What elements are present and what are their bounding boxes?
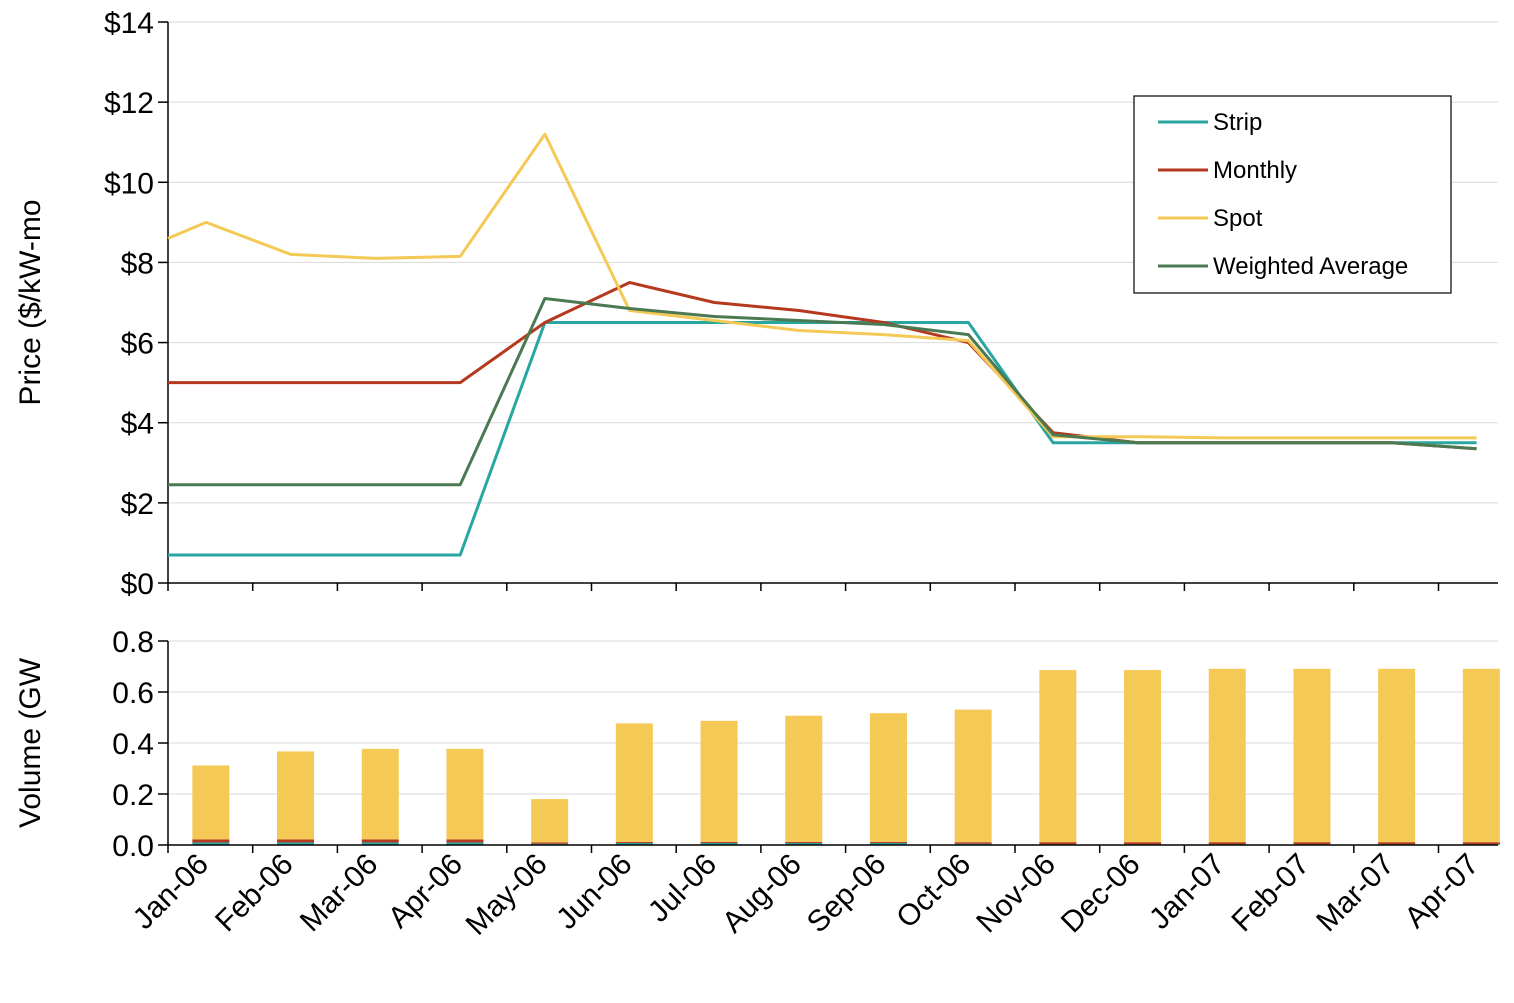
volume-bar-monthly — [1462, 842, 1500, 845]
legend-label: Monthly — [1213, 157, 1297, 184]
volume-bar-monthly — [1039, 842, 1077, 845]
volume-bar-strip — [869, 842, 907, 845]
series-line-weighted-average — [168, 297, 1477, 487]
volume-bar-monthly — [277, 839, 315, 843]
price-y-axis-title: Price ($/kW-mo — [14, 199, 47, 405]
volume-y-tick-label: 0.2 — [112, 779, 154, 812]
price-y-tick-label: $2 — [121, 488, 154, 521]
volume-bar-spot — [277, 751, 315, 840]
x-category-label: Dec-06 — [1055, 848, 1147, 940]
x-category-label: Feb-06 — [209, 848, 300, 939]
price-y-tick-label: $0 — [121, 568, 154, 601]
x-category-label: May-06 — [460, 848, 554, 942]
volume-bar-monthly — [192, 839, 230, 843]
legend-label: Strip — [1213, 109, 1262, 136]
volume-bar-monthly — [1124, 842, 1162, 845]
volume-bar-strip — [446, 842, 484, 845]
volume-bar-spot — [1293, 668, 1331, 843]
legend-label: Weighted Average — [1213, 253, 1408, 280]
volume-y-tick-label: 0.4 — [112, 728, 154, 761]
volume-y-tick-label: 0.8 — [112, 626, 154, 659]
x-category-label: Sep-06 — [801, 848, 893, 940]
volume-bar-monthly — [700, 841, 738, 843]
volume-bar-monthly — [1378, 842, 1416, 845]
volume-bar-spot — [785, 715, 823, 842]
series-line-spot — [167, 132, 1477, 440]
volume-y-axis-title: Volume (GW — [14, 657, 47, 828]
price-y-tick-label: $10 — [104, 167, 154, 200]
volume-bar-monthly — [361, 839, 399, 843]
price-y-tick-label: $12 — [104, 87, 154, 120]
legend-box — [1133, 95, 1452, 294]
x-category-label: Feb-07 — [1225, 848, 1316, 939]
volume-bar-spot — [1124, 670, 1162, 843]
volume-bar-monthly — [615, 841, 653, 843]
volume-bar-spot — [700, 720, 738, 842]
x-category-label: Mar-06 — [294, 848, 385, 939]
volume-y-tick-label: 0.0 — [112, 830, 154, 863]
legend-label: Spot — [1213, 205, 1263, 232]
volume-bar-spot — [1462, 668, 1500, 843]
volume-bar-monthly — [1293, 842, 1331, 845]
volume-bar-monthly — [1208, 842, 1246, 845]
volume-bar-spot — [869, 713, 907, 842]
volume-bar-monthly — [869, 841, 907, 843]
price-y-tick-label: $4 — [121, 408, 154, 441]
price-y-tick-label: $6 — [121, 328, 154, 361]
price-chart-panel: $0 $2 $4 $6 $8 $10 $12 $14 Price ($/kW-mo — [14, 7, 1498, 601]
volume-y-tick-label: 0.6 — [112, 677, 154, 710]
volume-bar-spot — [1208, 668, 1246, 843]
volume-bar-strip — [785, 842, 823, 845]
x-category-label: Oct-06 — [890, 848, 977, 935]
volume-bar-spot — [615, 723, 653, 842]
volume-bar-spot — [531, 799, 569, 843]
x-category-label: Jun-06 — [550, 848, 638, 936]
volume-bar-spot — [1378, 668, 1416, 843]
volume-bar-spot — [1039, 670, 1077, 843]
volume-bar-strip — [192, 842, 230, 845]
price-y-tick-label: $14 — [104, 7, 154, 40]
volume-bar-strip — [700, 842, 738, 845]
x-category-label: Jul-06 — [642, 848, 723, 929]
volume-bar-monthly — [446, 839, 484, 843]
x-category-label: Apr-06 — [382, 848, 469, 935]
volume-bar-monthly — [954, 842, 992, 844]
volume-bar-monthly — [531, 842, 569, 844]
volume-bar-spot — [954, 709, 992, 843]
volume-bar-strip — [615, 842, 653, 845]
volume-bar-spot — [192, 765, 230, 840]
x-category-label: Aug-06 — [716, 848, 808, 940]
volume-bar-spot — [361, 748, 399, 840]
x-category-label: Mar-07 — [1310, 848, 1401, 939]
volume-bar-strip — [361, 842, 399, 845]
price-y-tick-label: $8 — [121, 247, 154, 280]
volume-chart-panel: 0.0 0.2 0.4 0.6 0.8 Volume (GW — [14, 626, 1500, 863]
legend: Strip Monthly Spot Weighted Average — [1133, 95, 1452, 294]
x-category-label: Nov-06 — [970, 848, 1062, 940]
x-category-label: Apr-07 — [1398, 848, 1485, 935]
volume-bar-spot — [446, 748, 484, 840]
volume-bar-strip — [277, 842, 315, 845]
volume-bar-monthly — [785, 841, 823, 843]
series-line-monthly — [168, 281, 1477, 451]
x-category-label: Jan-07 — [1143, 848, 1231, 936]
